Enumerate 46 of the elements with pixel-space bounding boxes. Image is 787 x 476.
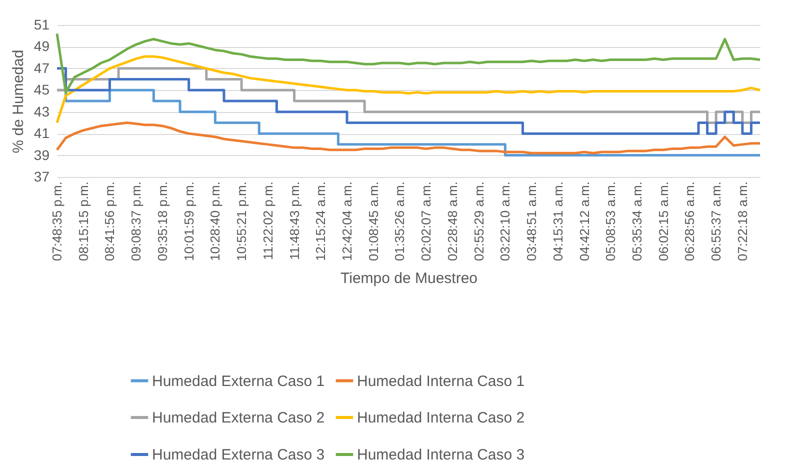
x-tick-label: 09:08:37 p.m. bbox=[128, 182, 144, 261]
x-tick-label: 06:55:37 a.m. bbox=[708, 182, 724, 261]
x-tick-label: 06:02:15 a.m. bbox=[656, 182, 671, 261]
x-tick-label: 03:48:51 a.m. bbox=[524, 182, 540, 261]
x-tick-label: 01:35:26 a.m. bbox=[392, 182, 408, 261]
y-tick-label: 43 bbox=[34, 103, 50, 120]
x-tick-label: 01:08:45 a.m. bbox=[366, 182, 381, 261]
x-tick-label: 07:48:35 p.m. bbox=[50, 182, 64, 261]
y-tick-label: 41 bbox=[34, 125, 50, 142]
x-tick-label: 04:15:31 a.m. bbox=[550, 182, 566, 261]
y-tick-label: 37 bbox=[34, 168, 50, 184]
x-tick-label: 10:55:21 p.m. bbox=[234, 182, 250, 261]
y-axis-title: % de Humedad bbox=[10, 50, 27, 154]
x-tick-label: 04:42:12 a.m. bbox=[576, 182, 592, 261]
x-tick-label: 09:35:18 p.m. bbox=[154, 182, 170, 261]
y-tick-label: 49 bbox=[34, 38, 50, 54]
x-tick-label: 05:08:53 a.m. bbox=[603, 182, 618, 261]
x-tick-label: 06:28:56 a.m. bbox=[682, 182, 698, 261]
x-tick-label: 12:15:24 a.m. bbox=[313, 182, 328, 261]
legend-label: Humedad Interna Caso 2 bbox=[357, 410, 525, 426]
y-tick-label: 45 bbox=[34, 82, 50, 98]
x-tick-label: 12:42:04 a.m. bbox=[339, 182, 354, 261]
y-tick-label: 39 bbox=[34, 146, 50, 163]
line-series bbox=[56, 32, 762, 94]
legend-label: Humedad Interna Caso 1 bbox=[357, 372, 525, 390]
x-tick-label: 02:28:48 a.m. bbox=[444, 182, 460, 261]
x-tick-label: 02:55:29 a.m. bbox=[471, 182, 486, 261]
x-tick-label: 10:28:40 p.m. bbox=[208, 182, 223, 261]
x-tick-label: 02:02:07 a.m. bbox=[418, 182, 434, 261]
x-tick-label: 08:15:15 p.m. bbox=[76, 182, 91, 261]
line-series bbox=[56, 55, 762, 124]
line-series bbox=[56, 121, 762, 154]
x-tick-label: 11:48:43 p.m. bbox=[286, 182, 302, 260]
x-tick-label: 08:41:56 p.m. bbox=[102, 182, 118, 261]
x-tick-label: 03:22:10 a.m. bbox=[498, 182, 513, 261]
x-tick-label: 07:22:18 a.m. bbox=[734, 182, 750, 261]
legend-label: Humedad Interna Caso 3 bbox=[357, 446, 525, 464]
legend-label: Humedad Externa Caso 1 bbox=[152, 372, 325, 390]
y-tick-label: 51 bbox=[34, 16, 50, 32]
legend-label: Humedad Externa Caso 2 bbox=[152, 410, 325, 426]
x-tick-label: 10:01:59 p.m. bbox=[181, 182, 196, 261]
legend-label: Humedad Externa Caso 3 bbox=[152, 446, 325, 464]
x-tick-label: 05:35:34 a.m. bbox=[629, 182, 644, 261]
y-tick-label: 47 bbox=[34, 60, 50, 76]
x-axis-title: Tiempo de Muestreo bbox=[340, 270, 478, 287]
x-tick-label: 11:22:02 p.m. bbox=[260, 182, 276, 260]
